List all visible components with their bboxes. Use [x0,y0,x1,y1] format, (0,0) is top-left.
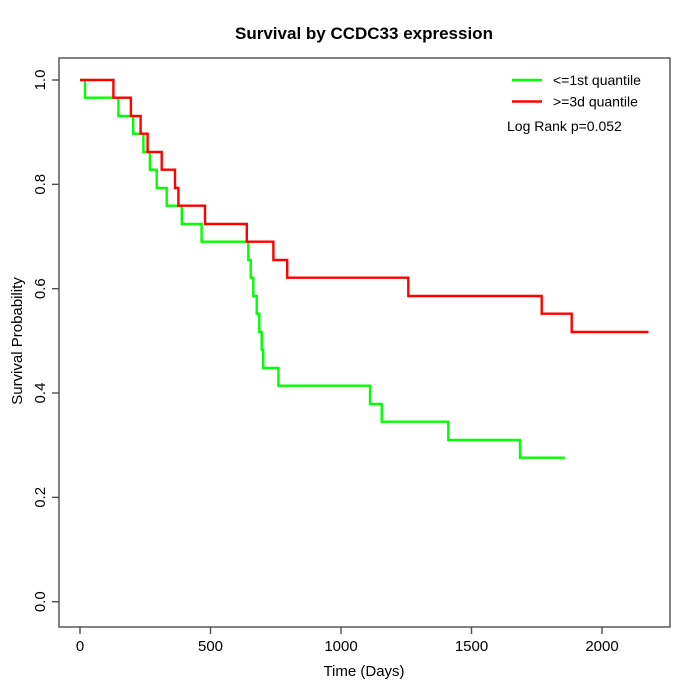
x-tick-label: 1000 [324,638,357,655]
x-tick-label: 0 [76,638,84,655]
y-tick-label: 0.4 [32,383,49,404]
km-curve-q3 [80,78,649,334]
legend: <=1st quantile >=3d quantile Log Rank p=… [507,72,641,134]
y-tick-label: 0.8 [32,174,49,195]
x-tick-label: 500 [198,638,223,655]
x-tick-label: 1500 [455,638,488,655]
x-tick-label: 2000 [585,638,618,655]
km-curves [80,78,649,459]
km-curve-q1 [80,78,565,459]
legend-label-q3: >=3d quantile [553,94,638,110]
y-tick-label: 0.2 [32,487,49,508]
y-axis-label: Survival Probability [9,277,26,405]
y-axis-ticks: 0.0 0.2 0.4 0.6 0.8 1.0 [32,70,59,612]
y-tick-label: 0.6 [32,278,49,299]
plot-box [58,57,671,628]
y-tick-label: 0.0 [32,591,49,612]
plot-title: Survival by CCDC33 expression [235,24,493,43]
legend-label-q1: <=1st quantile [553,72,641,88]
log-rank-annotation: Log Rank p=0.052 [507,118,622,134]
x-axis-ticks: 0 500 1000 1500 2000 [76,627,619,655]
x-axis-label: Time (Days) [323,663,404,680]
y-tick-label: 1.0 [32,70,49,91]
